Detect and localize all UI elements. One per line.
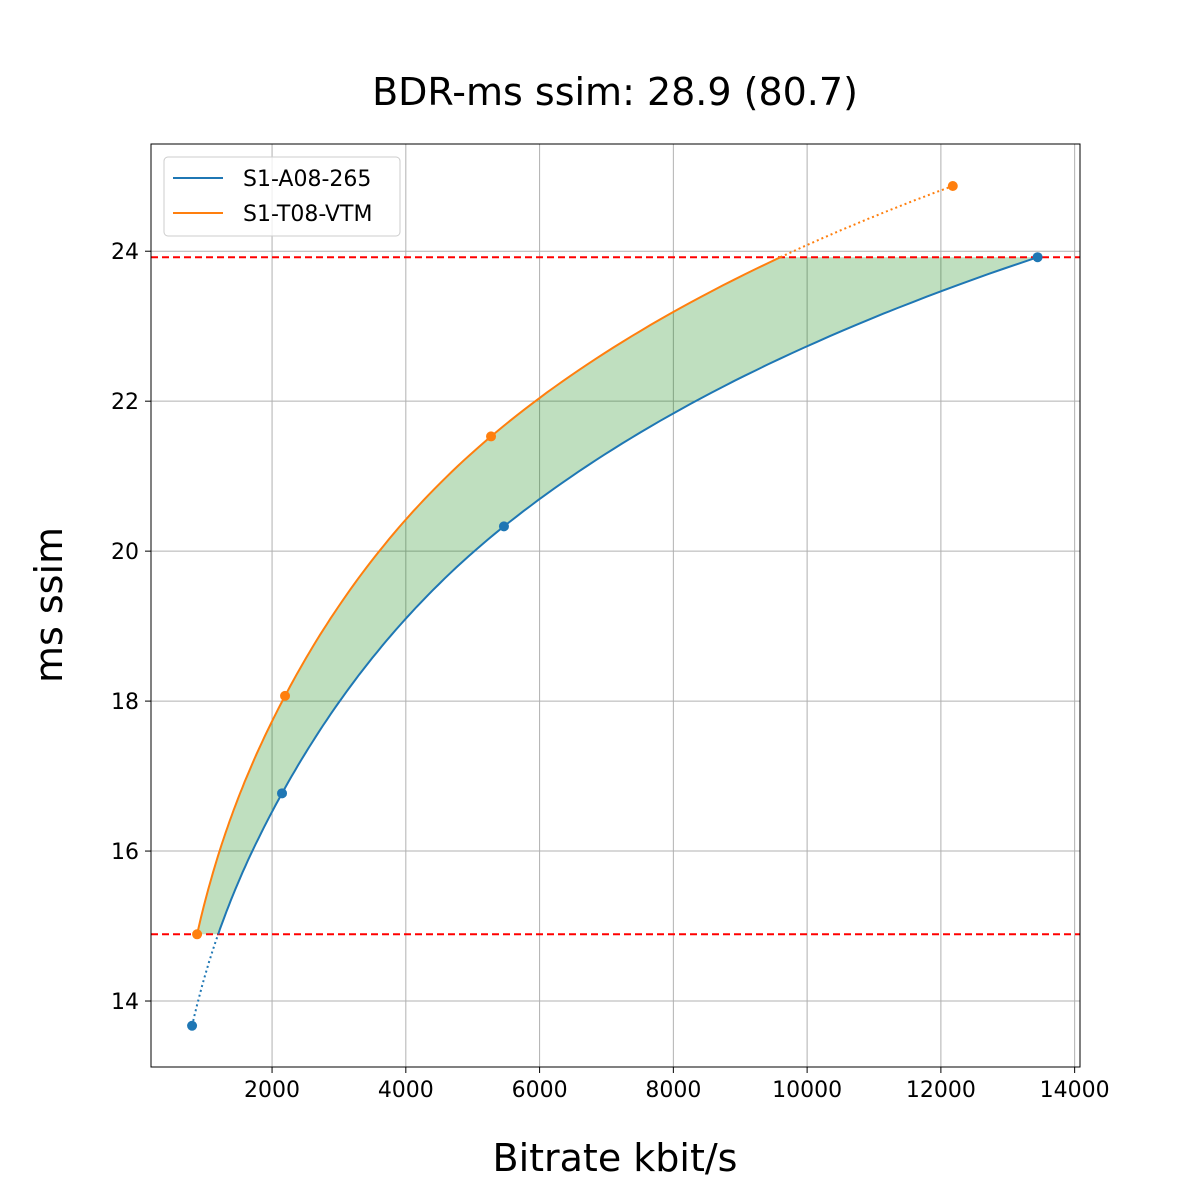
data-point-0 <box>277 788 288 799</box>
data-point-1 <box>486 431 497 442</box>
y-tick-label: 24 <box>111 240 139 265</box>
data-point-0 <box>1032 252 1043 263</box>
fill-area <box>197 257 1038 935</box>
y-tick-label: 16 <box>111 840 139 865</box>
reference-lines <box>151 256 1080 936</box>
series-line-0 <box>217 256 1038 935</box>
x-tick-label: 12000 <box>906 1078 976 1103</box>
ticks: 2000 4000 6000 8000 10000 12000 14000 14 16 18 20 2… <box>111 240 1110 1103</box>
y-axis-label: ms ssim <box>27 527 71 683</box>
y-tick-label: 20 <box>111 540 139 565</box>
series-line-1 <box>196 256 781 935</box>
data-point-0 <box>498 521 509 532</box>
series-points <box>187 180 1043 1031</box>
data-point-1 <box>947 180 958 191</box>
fill-between-area <box>197 257 1038 935</box>
data-point-1 <box>280 690 291 701</box>
plot-frame <box>150 143 1081 1068</box>
x-tick-label: 4000 <box>378 1078 434 1103</box>
y-tick-label: 22 <box>111 390 139 415</box>
x-tick-label: 2000 <box>244 1078 300 1103</box>
legend-label-1: S1-T08-VTM <box>243 202 372 227</box>
series-lines <box>191 185 1038 1027</box>
x-tick-label: 14000 <box>1040 1078 1110 1103</box>
legend: S1-A08-265 S1-T08-VTM <box>163 156 401 237</box>
legend-label-0: S1-A08-265 <box>243 167 371 192</box>
grid <box>151 144 1080 1067</box>
x-tick-label: 6000 <box>512 1078 568 1103</box>
data-point-1 <box>192 929 203 940</box>
series-extrapolation-0 <box>191 933 220 1027</box>
chart-title: BDR-ms ssim: 28.9 (80.7) <box>372 70 858 114</box>
data-point-0 <box>187 1020 198 1031</box>
y-tick-label: 18 <box>111 690 139 715</box>
y-tick-label: 14 <box>111 990 139 1015</box>
x-tick-label: 8000 <box>645 1078 701 1103</box>
x-tick-label: 10000 <box>772 1078 842 1103</box>
x-axis-label: Bitrate kbit/s <box>493 1136 738 1180</box>
